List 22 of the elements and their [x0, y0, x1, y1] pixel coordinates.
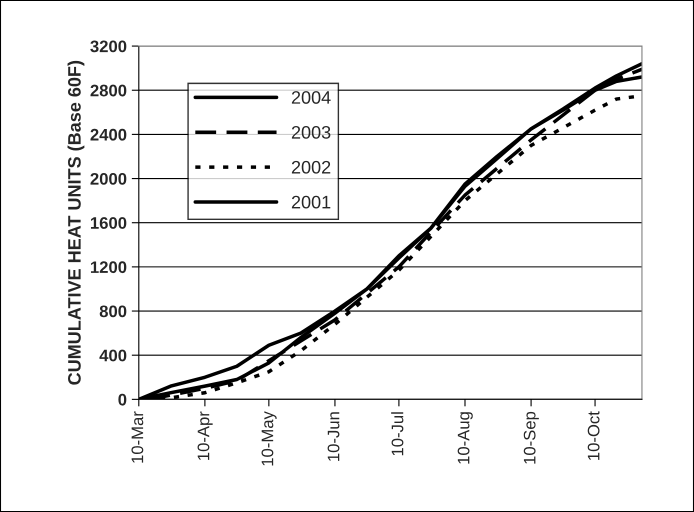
x-tick-label: 10-Apr	[198, 411, 213, 460]
legend-label: 2001	[292, 196, 330, 209]
y-tick-label: 800	[100, 305, 126, 318]
x-tick-label: 10-Oct	[588, 411, 600, 460]
y-tick-label: 0	[118, 394, 126, 406]
y-tick-label: 1600	[90, 217, 126, 229]
x-tick-label: 10-Aug	[458, 412, 473, 464]
y-tick-label: 2800	[90, 84, 126, 96]
y-axis-title: CUMULATIVE HEAT UNITS (Base 60F)	[68, 60, 84, 385]
x-tick-label: 10-Jul	[391, 412, 404, 456]
y-tick-label: 2000	[90, 172, 126, 185]
y-tick-label: 2400	[90, 128, 126, 141]
legend-label: 2002	[292, 160, 330, 174]
y-tick-label: 400	[99, 350, 126, 362]
x-tick-label: 10-Jun	[328, 412, 340, 461]
x-tick-label: 10-Sep	[524, 412, 539, 464]
x-tick-label: 10-Mar	[131, 411, 144, 463]
x-tick-label: 10-May	[262, 411, 277, 466]
y-tick-label: 3200	[90, 40, 126, 52]
legend-label: 2003	[292, 126, 330, 139]
y-tick-label: 1200	[90, 261, 126, 274]
legend-label: 2004	[292, 91, 331, 104]
